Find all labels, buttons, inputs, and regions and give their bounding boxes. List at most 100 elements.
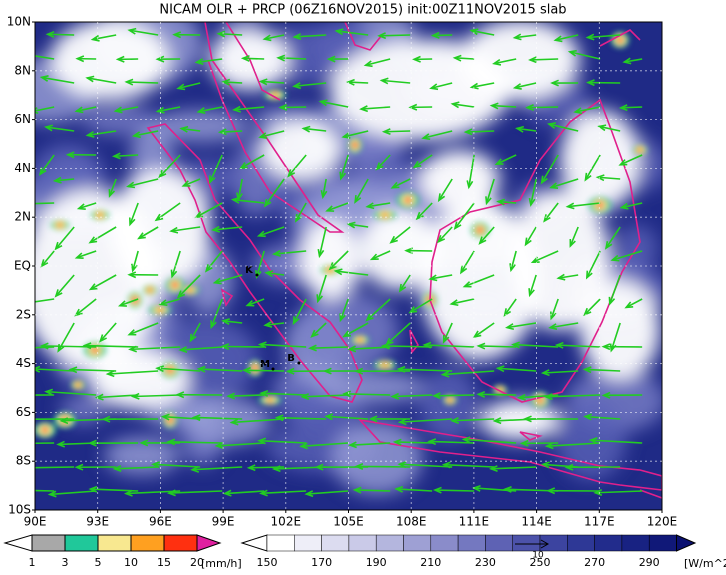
lat-label: 10N (7, 15, 31, 29)
precip-cell (637, 147, 643, 153)
wind-head (18, 488, 25, 493)
station-label: B (287, 353, 295, 364)
lon-label: 114E (521, 515, 552, 529)
precip-cell (75, 382, 81, 388)
lon-label: 90E (24, 515, 47, 529)
colorbar-label: 150 (257, 556, 278, 569)
colorbar-swatch (458, 535, 485, 551)
precip-cell (172, 282, 178, 288)
colorbar-swatch (431, 535, 458, 551)
colorbar-swatch (595, 535, 622, 551)
lon-label: 99E (212, 515, 235, 529)
cloud (360, 210, 440, 290)
lon-label: 111E (459, 515, 490, 529)
precip-cell (447, 397, 453, 403)
colorbar-swatch (567, 535, 594, 551)
colorbar-end (5, 535, 32, 551)
wind-shaft (8, 443, 54, 444)
wind-head (8, 441, 14, 446)
colorbar-swatch (267, 535, 294, 551)
title: NICAM OLR + PRCP (06Z16NOV2015) init:00Z… (159, 3, 566, 18)
colorbar-swatch (622, 535, 649, 551)
wind-head (24, 300, 31, 305)
colorbar-swatch (98, 535, 131, 551)
wind-shaft (23, 467, 74, 468)
colorbar-swatch (65, 535, 98, 551)
colorbar-swatch (540, 535, 567, 551)
wind-shaft (26, 203, 54, 204)
wind-shaft (478, 394, 516, 395)
colorbar-swatch (376, 535, 403, 551)
colorbar-label: 15 (157, 556, 171, 569)
wind-shaft (356, 466, 410, 467)
colorbar-label: 5 (95, 556, 102, 569)
precip-cell (405, 197, 411, 203)
colorbar-swatch (164, 535, 197, 551)
map: K M B (1, 0, 672, 510)
lon-label: 117E (584, 515, 615, 529)
precip-cell (57, 222, 63, 228)
colorbar-label: 1 (29, 556, 36, 569)
colorbar-swatch (404, 535, 431, 551)
colorbar-swatch (322, 535, 349, 551)
lat-label: EQ (14, 259, 31, 273)
precip-cell (267, 397, 273, 403)
lon-label: 102E (271, 515, 302, 529)
wind-shaft (379, 35, 410, 36)
wind-shaft (466, 131, 494, 132)
colorbar-swatch (294, 535, 321, 551)
colorbar-label: 210 (420, 556, 441, 569)
colorbar-label: 270 (584, 556, 605, 569)
colorbar-label: 10 (124, 556, 138, 569)
precip-cell (92, 347, 98, 353)
colorbar-swatch (32, 535, 65, 551)
precip-cell (42, 427, 48, 433)
colorbar-label: 290 (639, 556, 660, 569)
wind-shaft (527, 107, 558, 108)
colorbar-label: 230 (475, 556, 496, 569)
wind-shaft (126, 82, 158, 83)
colorbar-swatch (649, 535, 676, 551)
cloud (50, 20, 170, 100)
lat-label: 2S (16, 307, 31, 321)
wind-shaft (384, 131, 410, 132)
precip-cell (477, 227, 483, 233)
reference-vector-label: 10 (532, 551, 544, 561)
colorbar-label: 190 (366, 556, 387, 569)
lon-label: 108E (396, 515, 427, 529)
lon-label: 120E (647, 515, 678, 529)
colorbar-unit: [mm/h] (201, 557, 242, 570)
wind-shaft (280, 107, 306, 108)
station-label: K (245, 265, 254, 276)
wind-head (26, 201, 33, 206)
colorbar-end (197, 535, 220, 551)
colorbar-end (242, 535, 267, 551)
lat-label: 6N (14, 112, 31, 126)
cloud (260, 120, 340, 180)
cloud (331, 421, 422, 495)
lat-label: 2N (14, 210, 31, 224)
wind-head (13, 392, 19, 397)
wind-head (1, 346, 8, 351)
wind-shaft (18, 490, 54, 491)
precip-cell (147, 287, 153, 293)
wind-shaft (222, 346, 264, 347)
wind-shaft (434, 395, 474, 396)
cloud (90, 350, 190, 410)
station-dot (298, 362, 301, 365)
colorbar-swatch (513, 535, 540, 551)
precip-cell (357, 337, 363, 343)
wind-shaft (530, 59, 558, 60)
lon-label: 105E (333, 515, 364, 529)
lon-label: 93E (86, 515, 109, 529)
lat-label: 4S (16, 356, 31, 370)
wind-shaft (355, 490, 390, 491)
colorbar-unit: [W/m^2] (684, 557, 726, 570)
precip-cell (352, 142, 358, 148)
wind-shaft (383, 346, 432, 347)
station-label: M (260, 359, 270, 370)
wind-shaft (435, 490, 474, 491)
